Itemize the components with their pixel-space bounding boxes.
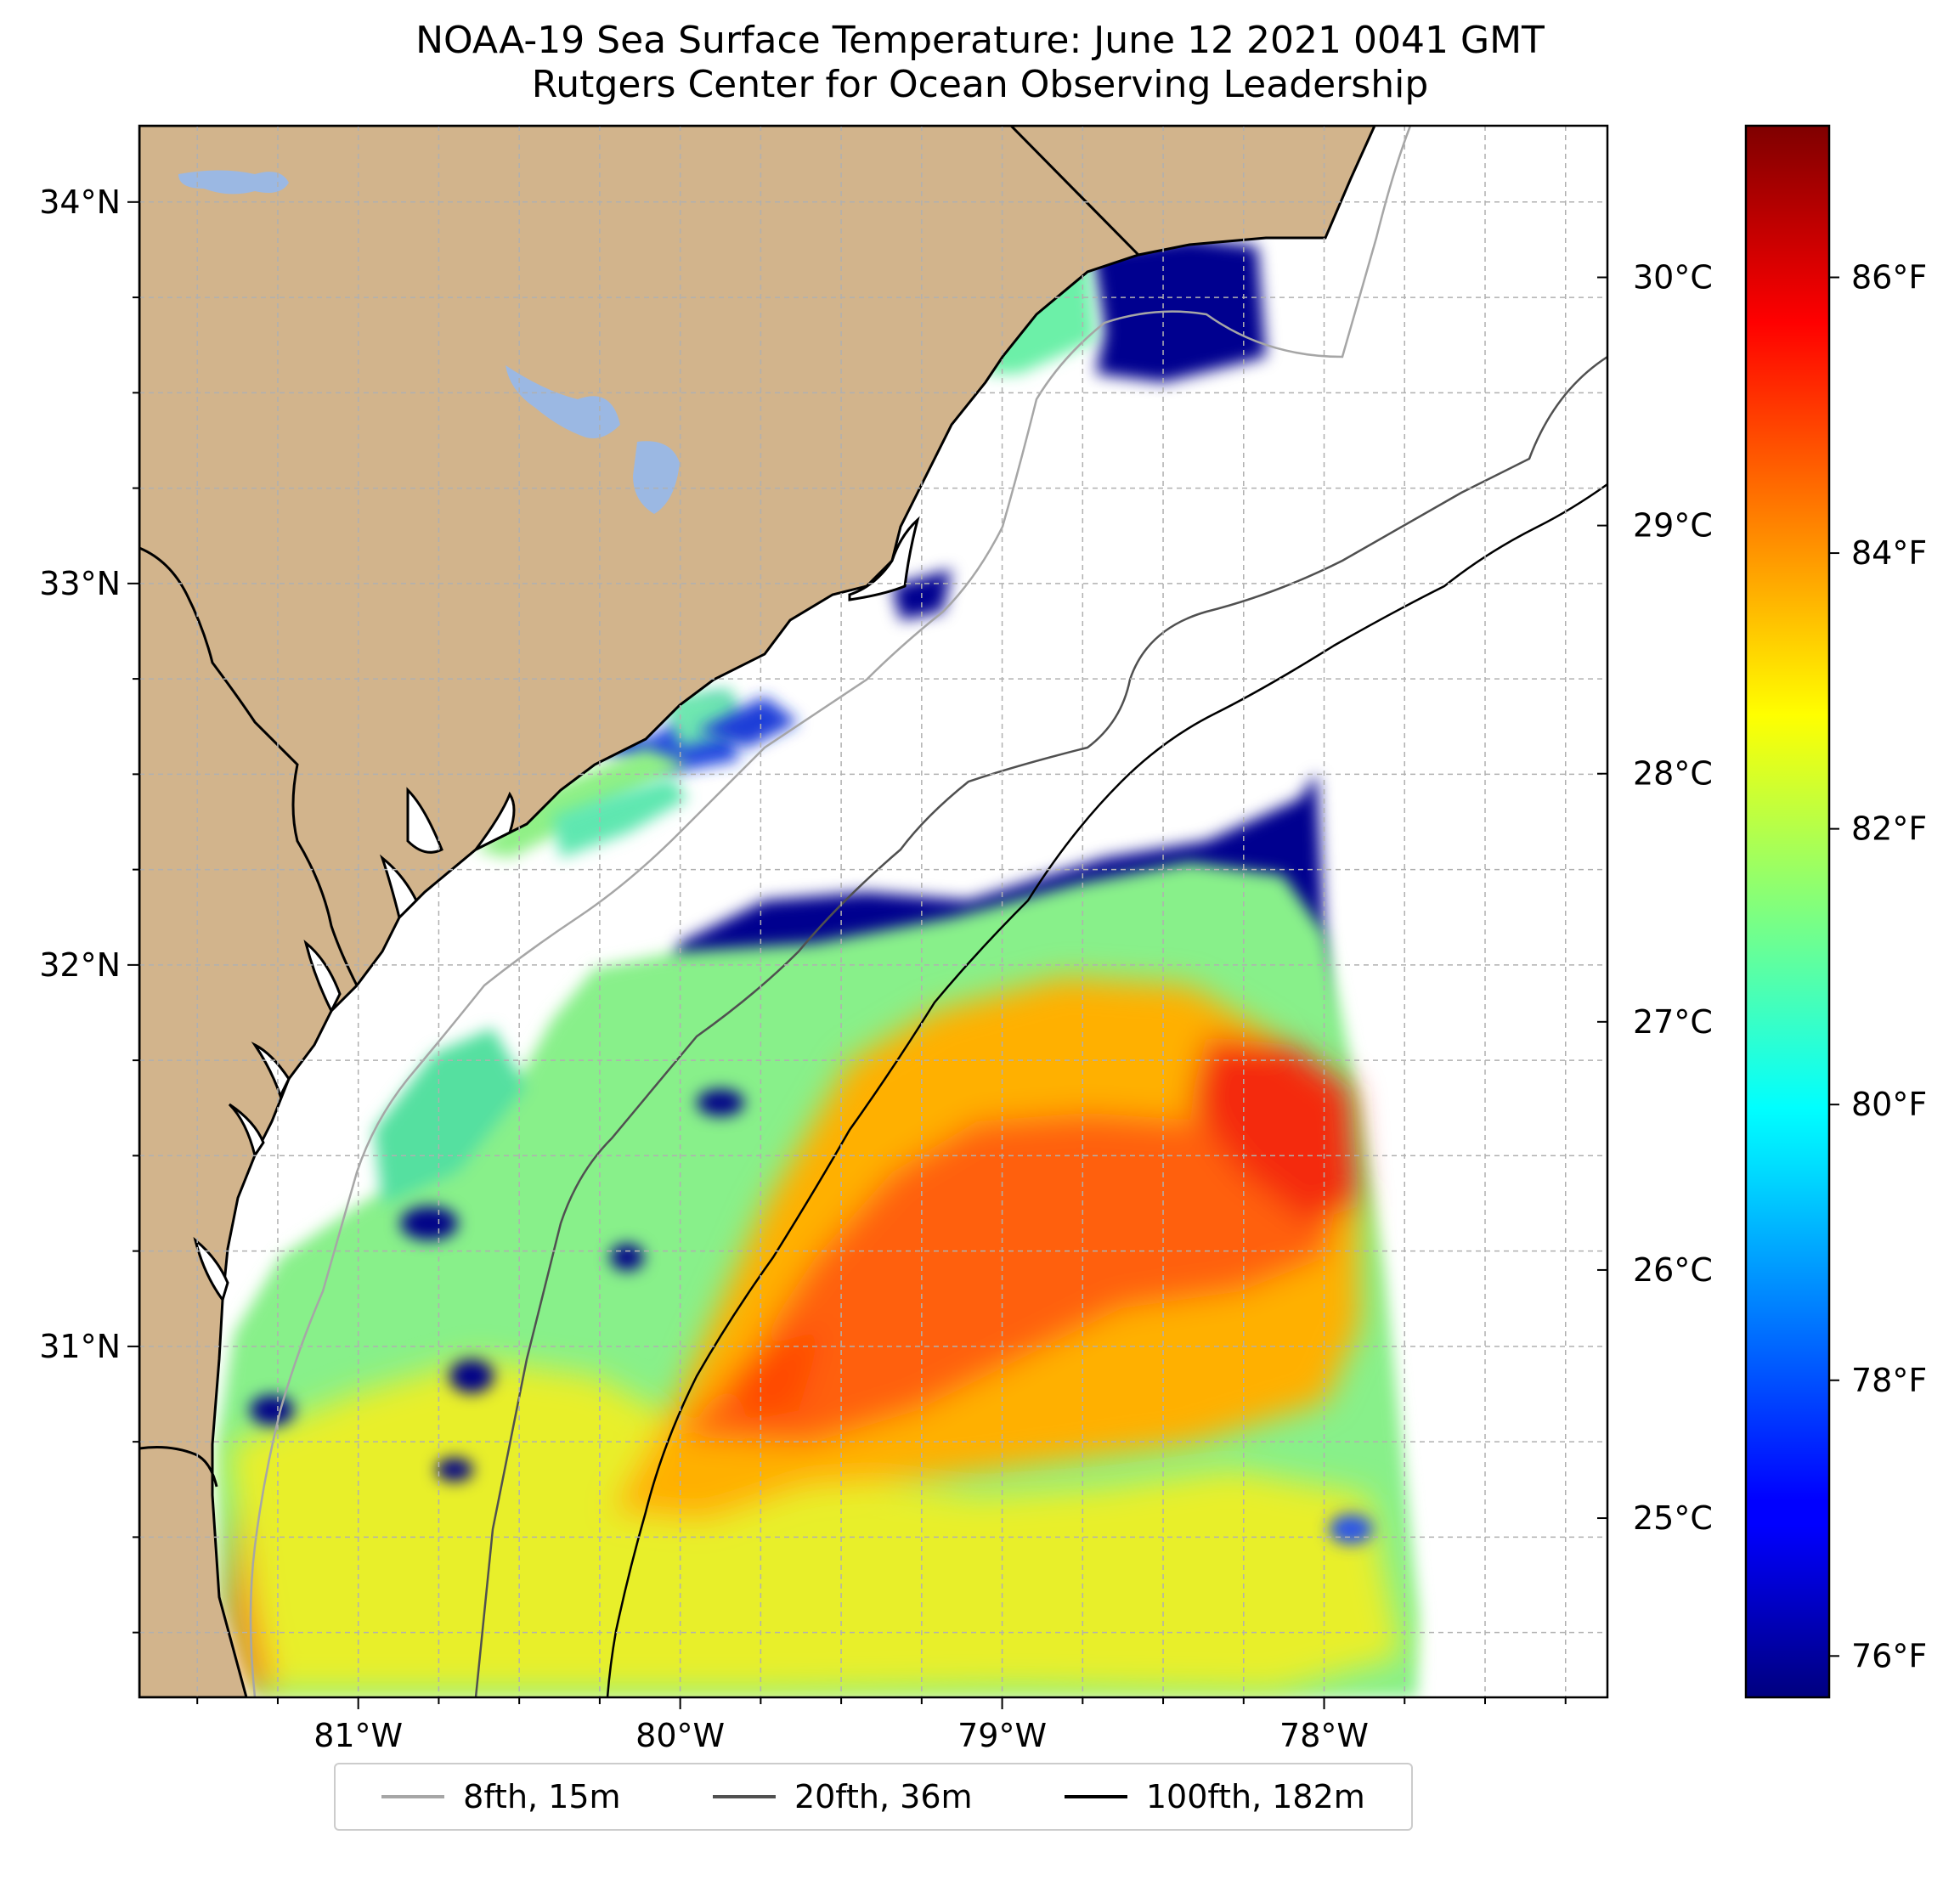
colorbar-f-label: 76°F (1851, 1637, 1927, 1674)
map-axes: 81°W 80°W 79°W 78°W 31°N 32°N 33°N 34°N (39, 183, 1567, 1754)
colorbar-c-label: 29°C (1633, 507, 1713, 545)
legend-item-20fth: 20fth, 36m (712, 1778, 973, 1815)
bathymetry-contours (249, 126, 1607, 1697)
colorbar-c-label: 25°C (1633, 1499, 1713, 1537)
lat-tick-label: 33°N (39, 565, 121, 602)
colorbar (1744, 124, 1831, 1699)
legend-swatch-20fth (712, 1795, 776, 1798)
colorbar-c-label: 28°C (1633, 755, 1713, 793)
legend-swatch-100fth (1064, 1795, 1127, 1798)
lon-tick-label: 79°W (957, 1717, 1047, 1754)
map-title: NOAA-19 Sea Surface Temperature: June 12… (415, 19, 1545, 62)
lat-tick-label: 32°N (39, 946, 121, 984)
lon-tick-label: 80°W (635, 1717, 725, 1754)
land-mass (139, 126, 1376, 1697)
contour-legend: 8fth, 15m 20fth, 36m 100fth, 182m (334, 1763, 1413, 1831)
colorbar-f-label: 84°F (1851, 534, 1927, 572)
sst-nearshore-patches (552, 569, 952, 858)
legend-label-8fth: 8fth, 15m (463, 1778, 621, 1815)
legend-item-8fth: 8fth, 15m (381, 1778, 621, 1815)
legend-item-100fth: 100fth, 182m (1064, 1778, 1365, 1815)
colorbar-c-label: 30°C (1633, 259, 1713, 296)
colorbar-f-label: 82°F (1851, 810, 1927, 848)
colorbar-f-label: 80°F (1851, 1086, 1927, 1123)
contour-100fth-182m (606, 483, 1607, 1697)
contour-20fth-36m (474, 355, 1607, 1697)
colorbar-f-label: 78°F (1851, 1362, 1927, 1399)
colorbar-f-label: 86°F (1851, 259, 1927, 296)
lat-tick-label: 34°N (39, 183, 121, 221)
legend-label-20fth: 20fth, 36m (794, 1778, 973, 1815)
colorbar-axes: 76°F 78°F 80°F 82°F 84°F 86°F 25°C 26°C 27°C 28°C… (1597, 259, 1927, 1674)
map-frame (138, 124, 1609, 1699)
contour-8fth-15m (249, 126, 1412, 1697)
lon-tick-label: 78°W (1279, 1717, 1369, 1754)
legend-swatch-8fth (381, 1795, 445, 1798)
lon-tick-label: 81°W (313, 1717, 403, 1754)
map-subtitle: Rutgers Center for Ocean Observing Leade… (531, 63, 1429, 106)
lat-tick-label: 31°N (39, 1328, 121, 1365)
colorbar-c-label: 26°C (1633, 1251, 1713, 1289)
colorbar-c-label: 27°C (1633, 1003, 1713, 1041)
legend-label-100fth: 100fth, 182m (1145, 1778, 1365, 1815)
estuaries (193, 516, 920, 1303)
lakes (178, 170, 680, 514)
gridlines (139, 126, 1607, 1697)
